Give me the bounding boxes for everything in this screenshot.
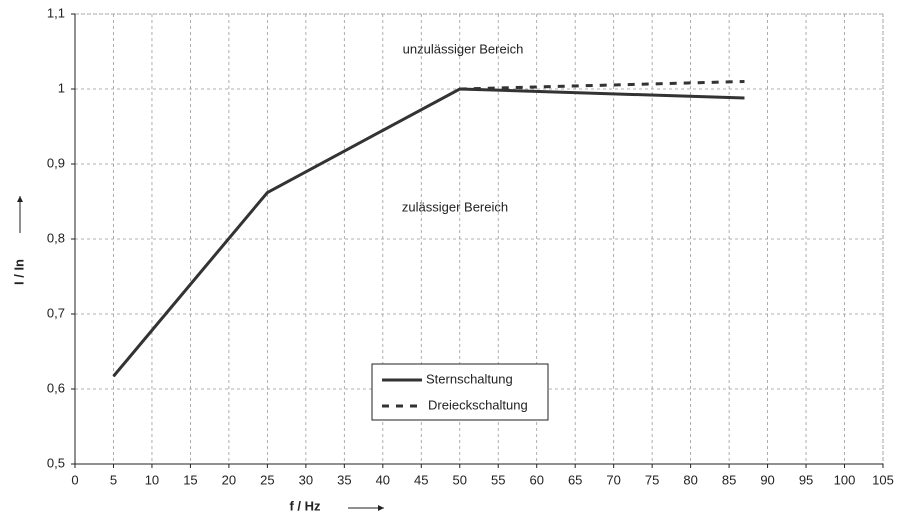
y-tick-label: 0,8 bbox=[47, 230, 65, 245]
x-tick-label: 10 bbox=[145, 472, 159, 487]
x-arrow-head bbox=[378, 505, 384, 511]
x-tick-label: 0 bbox=[71, 472, 78, 487]
y-tick-label: 1,1 bbox=[47, 5, 65, 20]
x-tick-label: 105 bbox=[872, 472, 894, 487]
series-line bbox=[459, 80, 745, 91]
x-tick-label: 65 bbox=[568, 472, 582, 487]
x-tick-label: 30 bbox=[299, 472, 313, 487]
y-tick-label: 0,9 bbox=[47, 155, 65, 170]
legend-label: Sternschaltung bbox=[426, 371, 513, 386]
x-tick-label: 80 bbox=[683, 472, 697, 487]
x-tick-label: 5 bbox=[110, 472, 117, 487]
series-line bbox=[112, 87, 745, 378]
x-tick-label: 70 bbox=[606, 472, 620, 487]
x-tick-label: 50 bbox=[453, 472, 467, 487]
x-tick-label: 25 bbox=[260, 472, 274, 487]
x-tick-label: 40 bbox=[376, 472, 390, 487]
x-tick-label: 35 bbox=[337, 472, 351, 487]
x-tick-label: 45 bbox=[414, 472, 428, 487]
x-tick-label: 60 bbox=[529, 472, 543, 487]
x-tick-label: 15 bbox=[183, 472, 197, 487]
x-tick-label: 100 bbox=[834, 472, 856, 487]
x-tick-label: 95 bbox=[799, 472, 813, 487]
y-tick-label: 0,7 bbox=[47, 305, 65, 320]
y-arrow-head bbox=[17, 196, 23, 202]
annotation: zulässiger Bereich bbox=[402, 199, 508, 214]
x-tick-label: 90 bbox=[760, 472, 774, 487]
y-tick-label: 0,5 bbox=[47, 455, 65, 470]
x-tick-label: 55 bbox=[491, 472, 505, 487]
x-tick-label: 85 bbox=[722, 472, 736, 487]
y-tick-label: 1 bbox=[58, 80, 65, 95]
legend-label: Dreieckschaltung bbox=[428, 397, 528, 412]
x-axis-label: f / Hz bbox=[289, 498, 321, 513]
y-axis-label: I / In bbox=[11, 259, 26, 285]
x-tick-label: 75 bbox=[645, 472, 659, 487]
y-tick-label: 0,6 bbox=[47, 380, 65, 395]
legend bbox=[371, 363, 549, 421]
annotation: unzulässiger Bereich bbox=[403, 41, 524, 56]
x-tick-label: 20 bbox=[222, 472, 236, 487]
